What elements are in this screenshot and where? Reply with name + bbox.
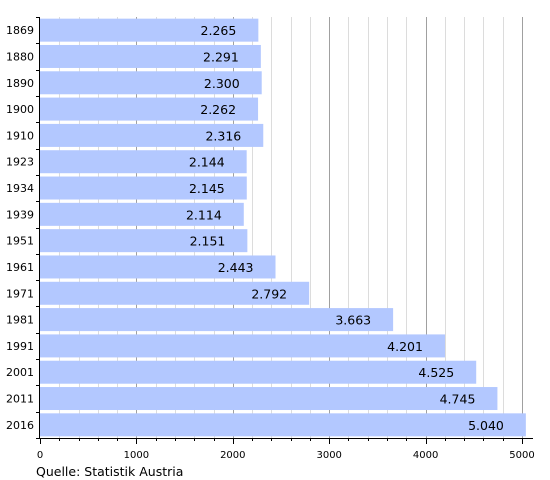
data-label-1890: 2.300	[204, 76, 240, 91]
category-label-1934: 1934	[6, 182, 34, 195]
bar-1910	[40, 123, 264, 147]
data-label-2001: 4.525	[418, 365, 454, 380]
data-label-1900: 2.262	[200, 102, 236, 117]
category-label-1923: 1923	[6, 156, 34, 169]
x-tick-label-3000: 3000	[316, 450, 341, 461]
data-label-1951: 2.151	[190, 234, 226, 249]
data-label-1991: 4.201	[387, 339, 423, 354]
bar-1991	[40, 334, 445, 358]
category-label-1900: 1900	[6, 103, 34, 116]
bar-1971	[40, 281, 310, 305]
category-label-2016: 2016	[6, 419, 34, 432]
x-tick-label-2000: 2000	[220, 450, 245, 461]
category-label-1951: 1951	[6, 235, 34, 248]
bar-1951	[40, 229, 248, 253]
x-tick-label-4000: 4000	[413, 450, 438, 461]
data-label-1934: 2.145	[189, 181, 225, 196]
bar-1923	[40, 150, 247, 174]
bar-1934	[40, 176, 247, 200]
category-label-2011: 2011	[6, 393, 34, 406]
bar-1981	[40, 308, 394, 332]
category-label-1971: 1971	[6, 287, 34, 300]
bar-1890	[40, 71, 262, 95]
data-label-1939: 2.114	[186, 207, 222, 222]
category-label-1981: 1981	[6, 314, 34, 327]
bar-2016	[40, 413, 526, 437]
data-label-1971: 2.792	[251, 286, 287, 301]
bar-1900	[40, 97, 259, 121]
category-label-1880: 1880	[6, 50, 34, 63]
data-label-2011: 4.745	[440, 392, 476, 407]
data-label-1880: 2.291	[203, 49, 239, 64]
data-label-2016: 5.040	[468, 418, 504, 433]
category-label-1939: 1939	[6, 208, 34, 221]
bars	[40, 18, 526, 437]
bar-2011	[40, 387, 498, 411]
data-label-1961: 2.443	[218, 260, 254, 275]
data-label-1869: 2.265	[201, 23, 237, 38]
data-label-1910: 2.316	[205, 128, 241, 143]
category-label-2001: 2001	[6, 366, 34, 379]
labels: 1869 2.265 1880 2.291 1890 2.300 1900 2.262 1910…	[6, 23, 535, 461]
category-label-1991: 1991	[6, 340, 34, 353]
x-tick-label-0: 0	[37, 450, 43, 461]
x-tick-label-1000: 1000	[124, 450, 149, 461]
bar-1939	[40, 202, 244, 226]
category-label-1961: 1961	[6, 261, 34, 274]
bar-1961	[40, 255, 276, 279]
source-note: Quelle: Statistik Austria	[36, 464, 183, 479]
bar-1880	[40, 44, 261, 68]
bar-1869	[40, 18, 259, 42]
category-label-1890: 1890	[6, 77, 34, 90]
data-label-1981: 3.663	[335, 313, 371, 328]
axes	[36, 17, 533, 444]
data-label-1923: 2.144	[189, 155, 225, 170]
category-label-1869: 1869	[6, 24, 34, 37]
x-tick-label-5000: 5000	[509, 450, 534, 461]
bar-2001	[40, 360, 477, 384]
category-label-1910: 1910	[6, 129, 34, 142]
